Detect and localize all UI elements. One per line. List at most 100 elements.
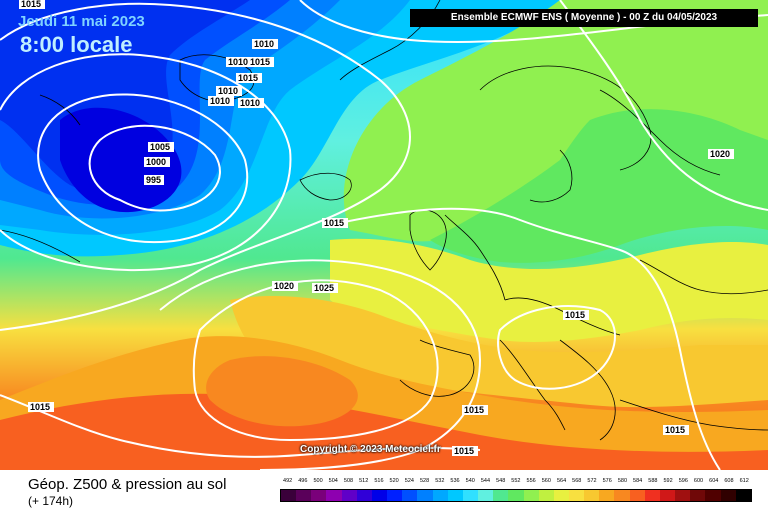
- scale-swatch: [493, 490, 509, 501]
- scale-swatch: [341, 490, 357, 501]
- isobar-1005: [0, 53, 292, 272]
- isobar-label: 1015: [663, 425, 689, 435]
- scale-value: 608: [724, 478, 734, 484]
- map-canvas: 1015 1010 1010 1015 1015 1010 1010 1010 …: [0, 0, 768, 470]
- scale-swatch: [675, 490, 691, 501]
- scale-value: 592: [663, 478, 673, 484]
- forecast-lead-time: (+ 174h): [28, 494, 74, 508]
- scale-swatch: [523, 490, 539, 501]
- scale-swatch: [538, 490, 554, 501]
- scale-swatch: [326, 490, 342, 501]
- scale-swatch: [356, 490, 372, 501]
- isobar-label: 1010: [238, 98, 264, 108]
- isobar-label: 995: [144, 175, 164, 185]
- isobar-1010: [0, 2, 411, 331]
- svg-text:1015: 1015: [454, 446, 474, 456]
- scale-value: 572: [587, 478, 597, 484]
- scale-swatch: [735, 490, 751, 501]
- coastlines: [0, 0, 768, 441]
- scale-value: 600: [693, 478, 704, 484]
- geopotential-bands: [0, 0, 768, 470]
- isobar-label: 1015: [452, 446, 478, 456]
- scale-value: 548: [496, 478, 506, 484]
- model-info-banner: Ensemble ECMWF ENS ( Moyenne ) - 00 Z du…: [410, 9, 758, 27]
- svg-text:1010: 1010: [210, 96, 230, 106]
- scale-value: 500: [313, 478, 323, 484]
- scale-swatch: [629, 490, 645, 501]
- svg-text:1015: 1015: [464, 405, 484, 415]
- color-scale: 492 496 500 504 508 512 516 520 524 528 532 536 540 5…: [280, 478, 752, 502]
- isobar-1020: [159, 259, 482, 470]
- scale-value: 496: [298, 478, 308, 484]
- scale-value: 536: [450, 478, 460, 484]
- scale-swatch: [720, 490, 736, 501]
- svg-text:1015: 1015: [30, 402, 50, 412]
- scale-value: 532: [435, 478, 445, 484]
- color-scale-bar: [280, 489, 752, 502]
- svg-text:1015: 1015: [324, 218, 344, 228]
- scale-swatch: [296, 490, 312, 501]
- isobar-lines: [0, 0, 768, 470]
- scale-value: 596: [678, 478, 688, 484]
- scale-swatch: [417, 490, 433, 501]
- isobar-1000: [37, 93, 249, 244]
- svg-text:995: 995: [146, 175, 161, 185]
- isobar-label: 1010: [208, 96, 234, 106]
- scale-value: 508: [343, 478, 354, 484]
- scale-swatch: [432, 490, 448, 501]
- isobar-label: 1010: [216, 86, 242, 96]
- svg-text:1010: 1010: [240, 98, 260, 108]
- scale-swatch: [644, 490, 660, 501]
- scale-value: 588: [648, 478, 658, 484]
- scale-swatch: [462, 490, 479, 501]
- isobar-1015-north: [299, 0, 768, 43]
- svg-text:1015: 1015: [21, 0, 41, 9]
- isobar-1020-east: [559, 0, 768, 211]
- isobar-label: 1000: [144, 157, 170, 167]
- svg-text:1015: 1015: [665, 425, 685, 435]
- scale-value: 604: [709, 478, 719, 484]
- scale-value: 492: [283, 478, 293, 484]
- isobar-1015-east: [329, 207, 721, 470]
- scale-value: 504: [328, 478, 338, 484]
- svg-text:1020: 1020: [710, 149, 730, 159]
- svg-text:1015: 1015: [238, 73, 258, 83]
- scale-value: 516: [374, 478, 384, 484]
- isobar-labels: 1015 1010 1010 1015 1015 1010 1010 1010 …: [19, 0, 734, 456]
- scale-value: 520: [389, 478, 399, 484]
- isobar-995: [88, 124, 221, 212]
- scale-swatch: [584, 490, 600, 501]
- scale-value: 552: [511, 478, 521, 484]
- svg-text:1010: 1010: [218, 86, 238, 96]
- isobar-label: 1020: [708, 149, 734, 159]
- svg-text:1005: 1005: [150, 142, 170, 152]
- isobar-label: 1020: [272, 281, 298, 291]
- isobar-label: 1015: [248, 57, 274, 67]
- scale-swatch: [508, 490, 524, 501]
- scale-swatch: [281, 490, 297, 501]
- isobar-1015-balkans: [497, 305, 616, 390]
- svg-text:1025: 1025: [314, 283, 334, 293]
- scale-swatch: [371, 490, 388, 501]
- svg-text:1020: 1020: [274, 281, 294, 291]
- isobar-label: 1005: [148, 142, 174, 152]
- isobar-label: 1025: [312, 283, 338, 293]
- scale-value: 580: [617, 478, 628, 484]
- scale-value: 524: [404, 478, 414, 484]
- isobar-label: 1010: [226, 57, 252, 67]
- isobar-label: 1015: [19, 0, 45, 9]
- scale-swatch: [614, 490, 630, 501]
- scale-swatch: [599, 490, 615, 501]
- isobar-1015-south: [0, 394, 481, 458]
- svg-text:1000: 1000: [146, 157, 166, 167]
- svg-text:1010: 1010: [228, 57, 248, 67]
- color-scale-labels: 492 496 500 504 508 512 516 520 524 528 532 536 540 5…: [280, 478, 752, 489]
- svg-text:1010: 1010: [254, 39, 274, 49]
- isobar-label: 1015: [462, 405, 488, 415]
- scale-value: 528: [419, 478, 430, 484]
- scale-value: 584: [633, 478, 643, 484]
- isobar-label: 1015: [563, 310, 589, 320]
- scale-value: 556: [526, 478, 536, 484]
- scale-value: 544: [480, 478, 491, 484]
- isobar-1025: [192, 279, 439, 442]
